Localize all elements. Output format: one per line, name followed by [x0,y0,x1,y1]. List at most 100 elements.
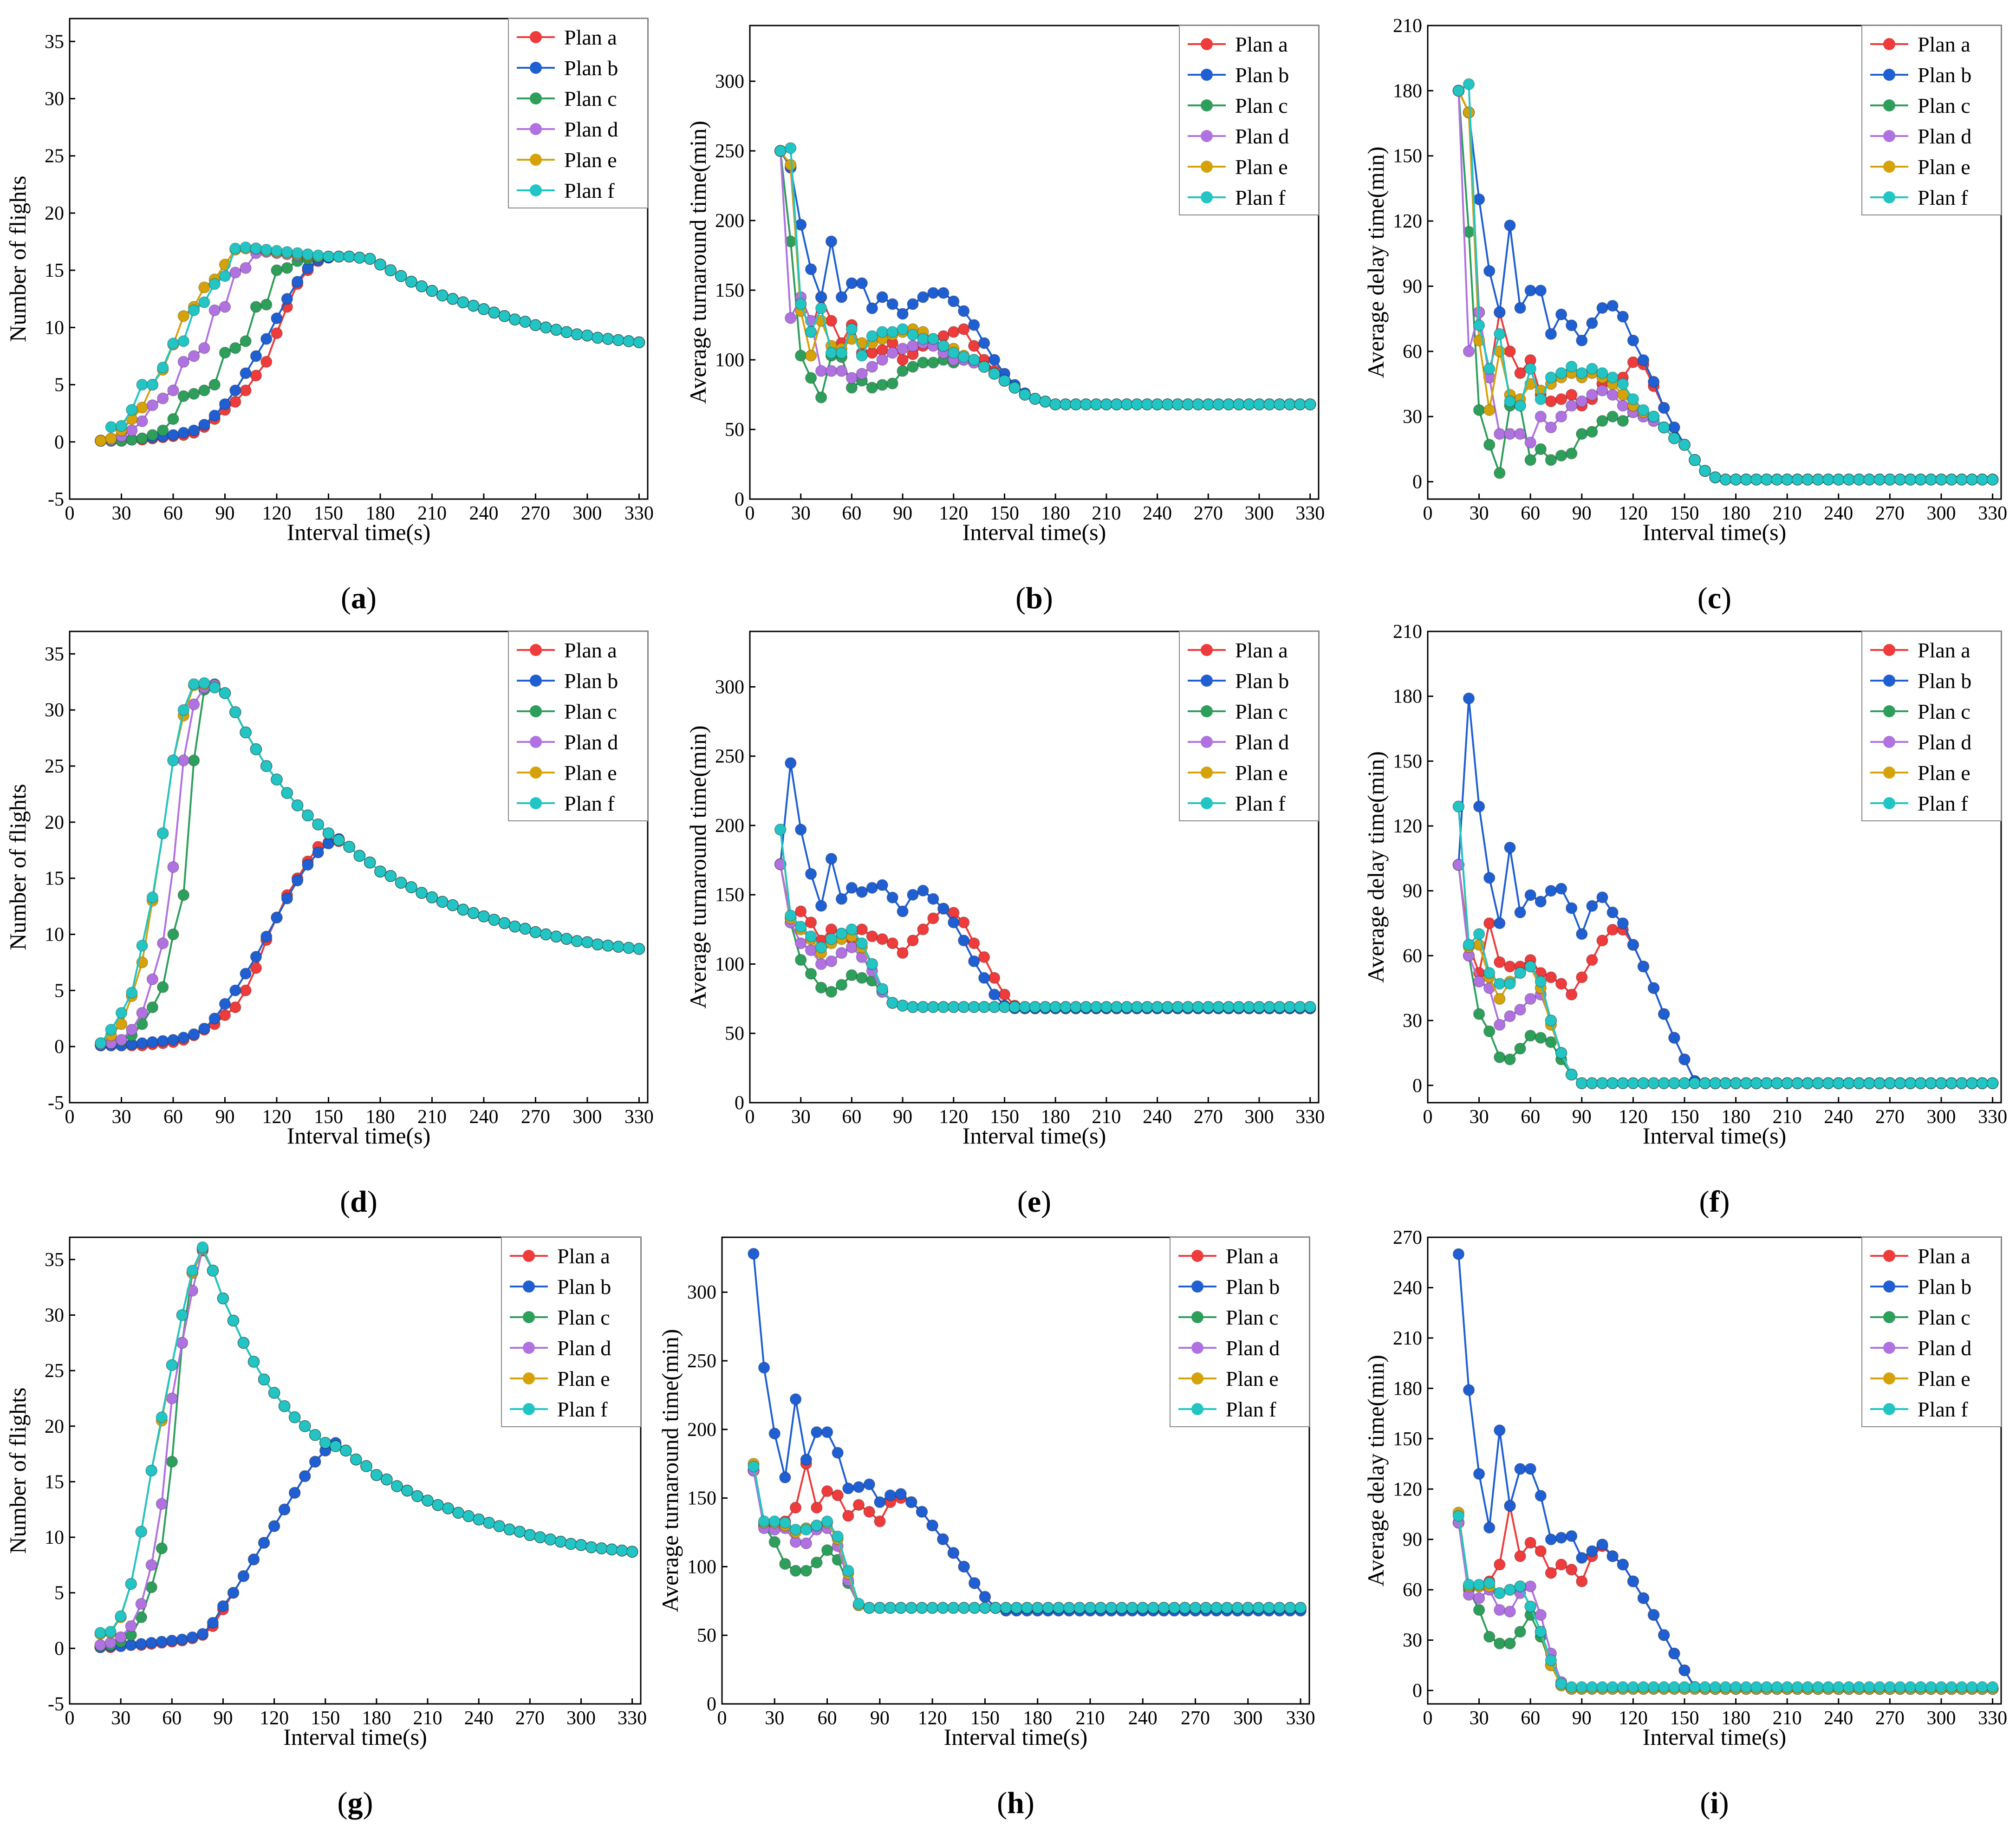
data-point [1750,1681,1762,1693]
legend-label: Plan e [1918,761,1970,785]
y-axis-label: Number of flights [5,1387,31,1553]
legend: Plan a Plan b Plan c Plan d Plan e Plan f [1861,25,2002,215]
y-tick-label: 10 [45,1527,64,1548]
data-point [1678,1681,1691,1693]
data-point [1080,398,1092,410]
legend-label: Plan a [1235,638,1288,662]
data-point [1791,474,1804,486]
data-point [1945,1681,1957,1693]
data-point [866,382,878,394]
data-point [1606,923,1619,936]
x-tick-label: 150 [1670,503,1699,524]
data-point [1179,1602,1191,1614]
x-tick-label: 180 [365,503,395,524]
data-point [907,329,919,341]
data-point [1596,891,1608,903]
x-tick-label: 0 [717,1708,727,1729]
y-tick-label: 0 [735,1092,744,1114]
y-tick-label: 30 [1403,1010,1422,1032]
data-point [146,1001,159,1014]
legend-box [1861,25,2002,215]
data-point [1596,1681,1608,1693]
data-point [1833,474,1845,486]
legend-marker [530,62,542,74]
data-point [1231,1602,1243,1614]
data-point [115,1631,127,1644]
data-point [447,293,459,305]
data-point [467,299,480,312]
data-point [514,1526,526,1538]
data-point [1545,1533,1557,1546]
legend-label: Plan e [1235,761,1288,785]
data-point [1833,1681,1845,1693]
data-point [957,916,970,929]
data-point [612,941,624,953]
data-point [240,367,252,379]
data-point [852,1499,865,1511]
data-point [196,1628,209,1640]
data-point [805,372,817,384]
data-point [979,1591,991,1603]
data-point [845,323,858,335]
data-point [957,351,970,363]
data-point [1565,389,1578,401]
data-point [633,943,645,955]
legend-marker [1201,797,1213,809]
data-point [1161,398,1174,410]
data-point [1596,415,1608,427]
data-point [805,930,817,942]
data-point [794,905,807,917]
data-point [167,754,179,767]
data-point [322,827,335,839]
y-tick-label: 60 [1403,945,1422,967]
data-point [1100,398,1112,410]
chart-panel-b: 0 30 60 90 120 150 180 210 240 270 300 330 0 50 100 150… [685,25,1325,615]
data-point [1925,474,1937,486]
data-point [115,1007,128,1019]
data-point [104,1625,117,1638]
y-tick-label: 50 [725,1023,744,1045]
y-tick-label: 200 [715,815,744,837]
y-tick-label: 100 [687,1556,716,1578]
data-point [832,1447,844,1459]
data-point [126,1024,138,1036]
data-point [1494,956,1506,968]
data-point [188,350,200,362]
legend-marker [1191,1342,1203,1354]
data-point [1494,306,1506,318]
data-point [1192,1001,1204,1013]
legend-marker [530,92,542,104]
data-point [856,886,868,898]
data-point [917,333,929,345]
data-point [176,1337,189,1349]
data-point [1008,1001,1021,1013]
data-point [271,264,283,276]
data-point [156,1035,169,1047]
data-point [208,1013,221,1025]
legend-label: Plan d [1918,1336,1971,1360]
data-point [800,1565,813,1577]
data-point [1294,1001,1306,1013]
legend-label: Plan b [1235,669,1289,693]
data-point [1565,1530,1578,1542]
data-point [937,1533,949,1546]
data-point [1473,319,1485,331]
data-point [1524,1600,1536,1613]
data-point [529,926,542,938]
chart-panel-g: 0 30 60 90 120 150 180 210 240 270 300 330-50510152… [5,1236,647,1820]
legend-label: Plan b [1918,669,1971,693]
data-point [907,934,919,947]
data-point [1042,1602,1054,1614]
series-plan-f [94,1241,638,1639]
data-point [1463,78,1475,91]
data-point [1617,415,1629,427]
data-point [167,413,179,425]
data-point [1274,1602,1286,1614]
data-point [268,1520,280,1532]
y-tick-label: 35 [45,1249,64,1271]
y-tick-label: 30 [45,89,64,110]
legend-label: Plan f [1918,1397,1968,1421]
data-point [1263,1602,1275,1614]
legend-label: Plan e [557,1367,610,1391]
data-point [208,682,221,694]
